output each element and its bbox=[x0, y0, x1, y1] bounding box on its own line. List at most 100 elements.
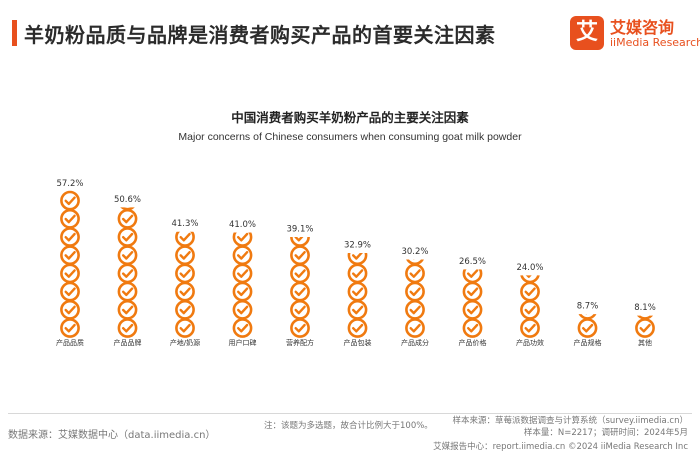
bar-11: 8.1% 其他 bbox=[634, 303, 656, 347]
check-circle-icon bbox=[60, 263, 80, 284]
check-circle-icon bbox=[347, 299, 368, 320]
check-circle-icon bbox=[578, 314, 597, 320]
check-circle-icon bbox=[462, 299, 483, 320]
check-circle-icon bbox=[175, 281, 195, 302]
iimedia-logo: 艾 艾媒咨询 iiMedia Research bbox=[570, 14, 700, 54]
data-source: 数据来源：艾媒数据中心（data.iimedia.cn） bbox=[8, 430, 216, 441]
check-circle-icon bbox=[290, 318, 310, 338]
logo-cn-text: 艾媒咨询 bbox=[610, 18, 675, 37]
footnote: 注：该题为多选题，故合计比例大于100%。 bbox=[264, 421, 433, 431]
check-circle-icon bbox=[577, 318, 598, 338]
category-label: 产品功效 bbox=[516, 338, 544, 347]
check-circle-icon bbox=[405, 299, 425, 320]
check-circle-icon bbox=[175, 299, 195, 320]
check-circle-icon bbox=[117, 299, 138, 320]
data-label: 24.0% bbox=[516, 263, 543, 273]
category-label: 其他 bbox=[638, 338, 652, 347]
bar-9: 24.0% 产品功效 bbox=[516, 263, 544, 347]
page-title: 羊奶粉品质与品牌是消费者购买产品的首要关注因素 bbox=[24, 23, 496, 47]
bar-3: 41.3% 产地/奶源 bbox=[170, 219, 200, 347]
check-circle-icon bbox=[232, 299, 253, 320]
check-circle-icon bbox=[636, 315, 654, 320]
bar-1: 57.2% 产品品质 bbox=[56, 179, 84, 347]
check-circle-icon bbox=[117, 245, 138, 266]
data-label: 50.6% bbox=[114, 195, 141, 205]
logo-mark-icon: 艾 bbox=[570, 16, 604, 50]
category-label: 用户口碑 bbox=[229, 338, 257, 347]
check-circle-icon bbox=[232, 232, 253, 247]
header-accent-bar bbox=[12, 20, 17, 46]
check-circle-icon bbox=[405, 281, 425, 302]
data-label: 57.2% bbox=[56, 179, 83, 189]
category-label: 产品品质 bbox=[56, 338, 84, 347]
check-circle-icon bbox=[60, 318, 80, 338]
check-circle-icon bbox=[290, 281, 310, 302]
check-circle-icon bbox=[520, 275, 540, 284]
data-label: 26.5% bbox=[459, 257, 486, 267]
check-circle-icon bbox=[60, 281, 80, 302]
check-circle-icon bbox=[117, 263, 138, 284]
check-circle-icon bbox=[406, 259, 424, 266]
sample-info: 样本量：N=2217；调研时间：2024年5月 bbox=[523, 428, 688, 438]
check-circle-icon bbox=[290, 237, 310, 247]
check-circle-icon bbox=[60, 299, 80, 320]
check-circle-icon bbox=[405, 263, 425, 284]
check-circle-icon bbox=[405, 318, 425, 338]
chart-subtitle: Major concerns of Chinese consumers when… bbox=[178, 131, 522, 143]
check-circle-icon bbox=[347, 263, 368, 284]
category-label: 产品成分 bbox=[401, 338, 429, 347]
check-circle-icon bbox=[635, 318, 655, 338]
check-circle-icon bbox=[117, 227, 138, 247]
data-label: 32.9% bbox=[344, 240, 371, 250]
check-circle-icon bbox=[117, 208, 138, 229]
check-circle-icon bbox=[462, 269, 483, 284]
check-circle-icon bbox=[520, 299, 540, 320]
check-circle-icon bbox=[347, 252, 368, 266]
check-circle-icon bbox=[520, 318, 540, 338]
check-circle-icon bbox=[232, 245, 253, 266]
data-label: 41.0% bbox=[229, 220, 256, 230]
check-circle-icon bbox=[520, 281, 540, 302]
check-circle-icon bbox=[462, 281, 483, 302]
check-circle-icon bbox=[120, 207, 135, 211]
bar-6: 32.9% 产品包装 bbox=[344, 240, 372, 347]
bar-10: 8.7% 产品规格 bbox=[574, 302, 602, 347]
check-circle-icon bbox=[117, 281, 138, 302]
check-circle-icon bbox=[232, 318, 253, 338]
category-label: 营养配方 bbox=[286, 338, 314, 347]
check-circle-icon bbox=[175, 231, 195, 247]
check-circle-icon bbox=[175, 263, 195, 284]
bar-7: 30.2% 产品成分 bbox=[401, 247, 429, 347]
category-label: 产地/奶源 bbox=[170, 338, 200, 347]
check-circle-icon bbox=[60, 190, 80, 211]
check-circle-icon bbox=[347, 281, 368, 302]
category-label: 产品规格 bbox=[574, 338, 602, 347]
bar-4: 41.0% 用户口碑 bbox=[229, 220, 257, 347]
check-circle-icon bbox=[60, 245, 80, 266]
check-circle-icon bbox=[290, 299, 310, 320]
chart-title: 中国消费者购买羊奶粉产品的主要关注因素 bbox=[231, 110, 469, 125]
check-circle-icon bbox=[232, 281, 253, 302]
logo-en-text: iiMedia Research bbox=[610, 36, 700, 49]
check-circle-icon bbox=[347, 318, 368, 338]
check-circle-icon bbox=[462, 318, 483, 338]
check-circle-icon bbox=[290, 245, 310, 266]
check-circle-icon bbox=[60, 208, 80, 229]
check-circle-icon bbox=[290, 263, 310, 284]
check-circle-icon bbox=[60, 227, 80, 247]
category-label: 产品品牌 bbox=[114, 338, 142, 347]
check-circle-icon bbox=[175, 318, 195, 338]
check-circle-icon bbox=[175, 245, 195, 266]
category-label: 产品价格 bbox=[459, 338, 487, 347]
footer-divider bbox=[8, 413, 692, 414]
data-label: 39.1% bbox=[286, 225, 313, 235]
sample-source: 样本来源：草莓派数据调查与计算系统（survey.iimedia.cn） bbox=[452, 416, 688, 426]
data-label: 8.7% bbox=[577, 302, 599, 312]
bar-8: 26.5% 产品价格 bbox=[459, 257, 487, 347]
category-label: 产品包装 bbox=[344, 338, 372, 347]
data-label: 41.3% bbox=[171, 219, 198, 229]
bar-5: 39.1% 营养配方 bbox=[286, 225, 314, 347]
data-label: 30.2% bbox=[401, 247, 428, 257]
copyright: 艾媒报告中心：report.iimedia.cn ©2024 iiMedia R… bbox=[433, 442, 688, 452]
